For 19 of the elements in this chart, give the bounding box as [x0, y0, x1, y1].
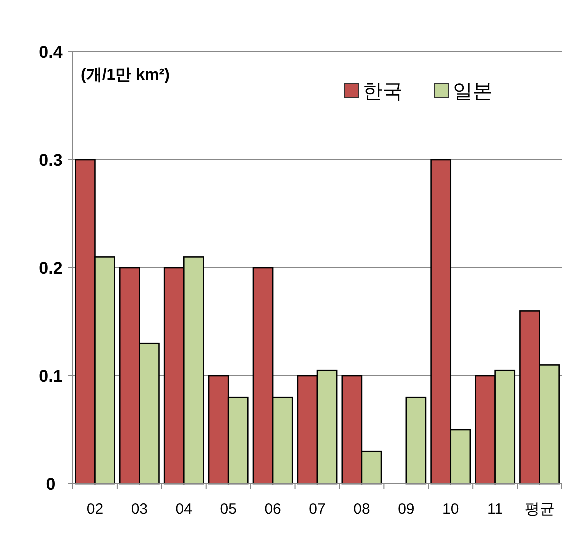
legend-label: 일본 [453, 81, 493, 103]
x-tick-label: 03 [131, 501, 148, 518]
x-tick-label: 08 [354, 501, 370, 518]
x-tick-label: 평균 [524, 501, 555, 518]
x-tick-label: 06 [264, 501, 282, 518]
x-tick-label: 05 [220, 501, 237, 518]
y-tick-label: 0.1 [39, 367, 63, 386]
x-tick-label: 11 [488, 501, 504, 518]
annotation: (개/1만 km²) [81, 67, 170, 84]
y-tick-label: 0 [46, 475, 56, 494]
x-tick-label: 10 [442, 501, 460, 518]
x-tick-label: 04 [176, 501, 192, 518]
y-tick-label: 0.4 [39, 43, 64, 62]
y-tick-label: 0.2 [39, 259, 63, 278]
x-tick-label: 02 [86, 501, 104, 518]
x-tick-label: 07 [309, 501, 326, 518]
x-tick-label: 09 [398, 501, 415, 518]
legend-label: 한국 [363, 81, 403, 103]
y-tick-label: 0.3 [39, 151, 63, 170]
